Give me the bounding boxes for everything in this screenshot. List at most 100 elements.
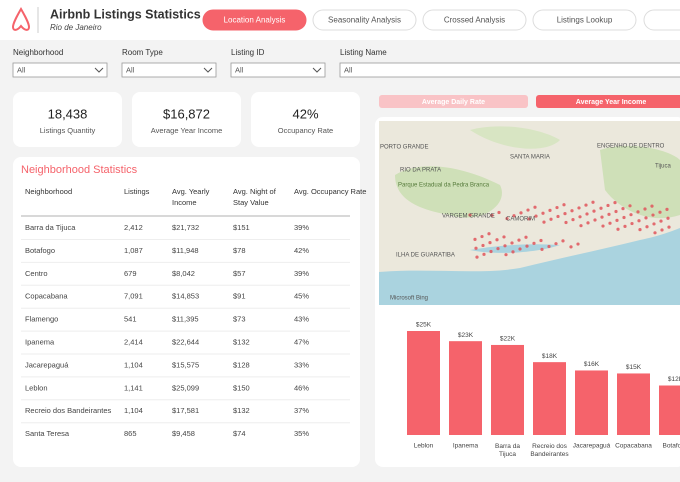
- listing-dot: [518, 247, 522, 251]
- listing-dot: [638, 228, 642, 232]
- table-cell: $15,575: [172, 360, 199, 369]
- dropdown[interactable]: [121, 62, 217, 78]
- listing-dot: [623, 224, 627, 228]
- dropdown-value: All: [17, 65, 26, 74]
- column-header: Avg. Occupancy Rate: [294, 187, 366, 196]
- listing-dot: [480, 234, 484, 239]
- listing-dot: [556, 214, 560, 219]
- listing-dot: [532, 241, 536, 245]
- map-label: Tijuca: [655, 164, 671, 170]
- table-cell: $150: [233, 383, 250, 392]
- column-header: Listings: [124, 187, 150, 196]
- kpi-value: $16,872: [163, 106, 210, 121]
- listing-dot: [570, 209, 574, 213]
- listing-dot: [554, 242, 558, 246]
- table-cell: 1,141: [124, 383, 143, 392]
- map-forest: [470, 126, 560, 149]
- listing-dot: [652, 222, 656, 226]
- listing-dot: [488, 241, 492, 245]
- dropdown[interactable]: [12, 62, 108, 78]
- tab[interactable]: [643, 9, 680, 31]
- map-label: SANTA MARIA: [510, 155, 550, 161]
- bar: [659, 385, 680, 435]
- tab[interactable]: [532, 9, 637, 31]
- table-title: Neighborhood Statistics: [21, 164, 138, 176]
- bar: [491, 344, 524, 435]
- table-cell: $22,644: [172, 337, 199, 346]
- table-cell: 46%: [294, 383, 309, 392]
- map-label: Parque Estadual da Pedra Branca: [398, 183, 490, 189]
- table-cell: 47%: [294, 337, 309, 346]
- table-cell: $11,948: [172, 246, 199, 255]
- map-forest: [395, 166, 502, 218]
- tab[interactable]: [422, 9, 527, 31]
- x-tick-label: Recreio dos Bandeirantes: [530, 443, 569, 458]
- value-label: $15K: [626, 364, 642, 371]
- toggle-button[interactable]: [379, 95, 528, 108]
- table-cell: $9,458: [172, 429, 195, 438]
- toggle-label: Average Year Income: [576, 99, 647, 106]
- listing-dot: [512, 214, 516, 218]
- listing-dot: [599, 206, 603, 210]
- listing-dot: [616, 227, 620, 231]
- value-label: $22K: [500, 336, 516, 343]
- value-label: $12K: [668, 376, 680, 383]
- tab[interactable]: [312, 9, 417, 31]
- table-cell: $74: [233, 429, 246, 438]
- table-cell: $11,395: [172, 315, 199, 324]
- listing-dot: [502, 235, 506, 239]
- x-tick-label: Copacabana: [615, 443, 652, 450]
- map: PORTO GRANDE RIO DA PRATA SANTA MARIA ENGEN…: [379, 121, 680, 305]
- listing-dot: [651, 213, 655, 217]
- listing-dot: [614, 209, 618, 214]
- x-tick-label: Botafogo: [662, 443, 680, 450]
- column-header: Avg. Night of Stay Value: [233, 187, 277, 207]
- listing-dot: [561, 239, 565, 243]
- tab[interactable]: [202, 9, 307, 31]
- listing-dot: [613, 201, 617, 205]
- listing-dot: [555, 205, 559, 210]
- listing-dot: [653, 231, 657, 235]
- subtitle: Rio de Janeiro: [50, 23, 102, 32]
- map-label: ENGENHO DE DENTRO: [597, 144, 665, 150]
- listing-dot: [503, 244, 507, 248]
- listing-dot: [517, 238, 521, 242]
- table-cell: 1,104: [124, 360, 143, 369]
- table-cell: Ipanema: [25, 337, 55, 346]
- table-cell: Recreio dos Bandeirantes: [25, 406, 112, 415]
- chevron: [94, 67, 104, 73]
- listing-dot: [571, 218, 575, 222]
- listing-dot: [482, 252, 486, 256]
- toggle-label: Average Daily Rate: [422, 99, 485, 106]
- listing-dot: [525, 244, 529, 248]
- listing-dot: [579, 224, 583, 228]
- table-cell: Botafogo: [25, 246, 55, 255]
- table-cell: 37%: [294, 406, 309, 415]
- table-cell: 1,104: [124, 406, 143, 415]
- listing-dot: [592, 209, 596, 213]
- table-cell: Copacabana: [25, 292, 68, 301]
- kpi-value: 18,438: [48, 106, 88, 121]
- table-cell: $132: [233, 337, 250, 346]
- listing-dot: [593, 218, 597, 222]
- map-label: ILHA DE GUARATIBA: [396, 253, 455, 259]
- listing-dot: [541, 211, 545, 215]
- title: Airbnb Listings Statistics: [50, 7, 201, 21]
- x-tick-label: Jacarepaguá: [573, 443, 611, 450]
- listing-dot: [636, 210, 640, 214]
- kpi-value: 42%: [292, 106, 318, 121]
- dropdown[interactable]: [339, 62, 680, 78]
- toggle-button[interactable]: [536, 95, 680, 108]
- table-cell: 2,412: [124, 223, 143, 232]
- bar: [449, 341, 482, 435]
- table-cell: Barra da Tijuca: [25, 223, 76, 232]
- tab-label: Location Analysis: [224, 16, 286, 25]
- listing-dot: [475, 255, 479, 259]
- map-forest: [600, 145, 680, 219]
- table-cell: $128: [233, 360, 250, 369]
- dropdown[interactable]: [230, 62, 326, 78]
- table-cell: $151: [233, 223, 250, 232]
- listing-dot: [468, 213, 472, 217]
- table-cell: 42%: [294, 246, 309, 255]
- table-cell: $73: [233, 315, 246, 324]
